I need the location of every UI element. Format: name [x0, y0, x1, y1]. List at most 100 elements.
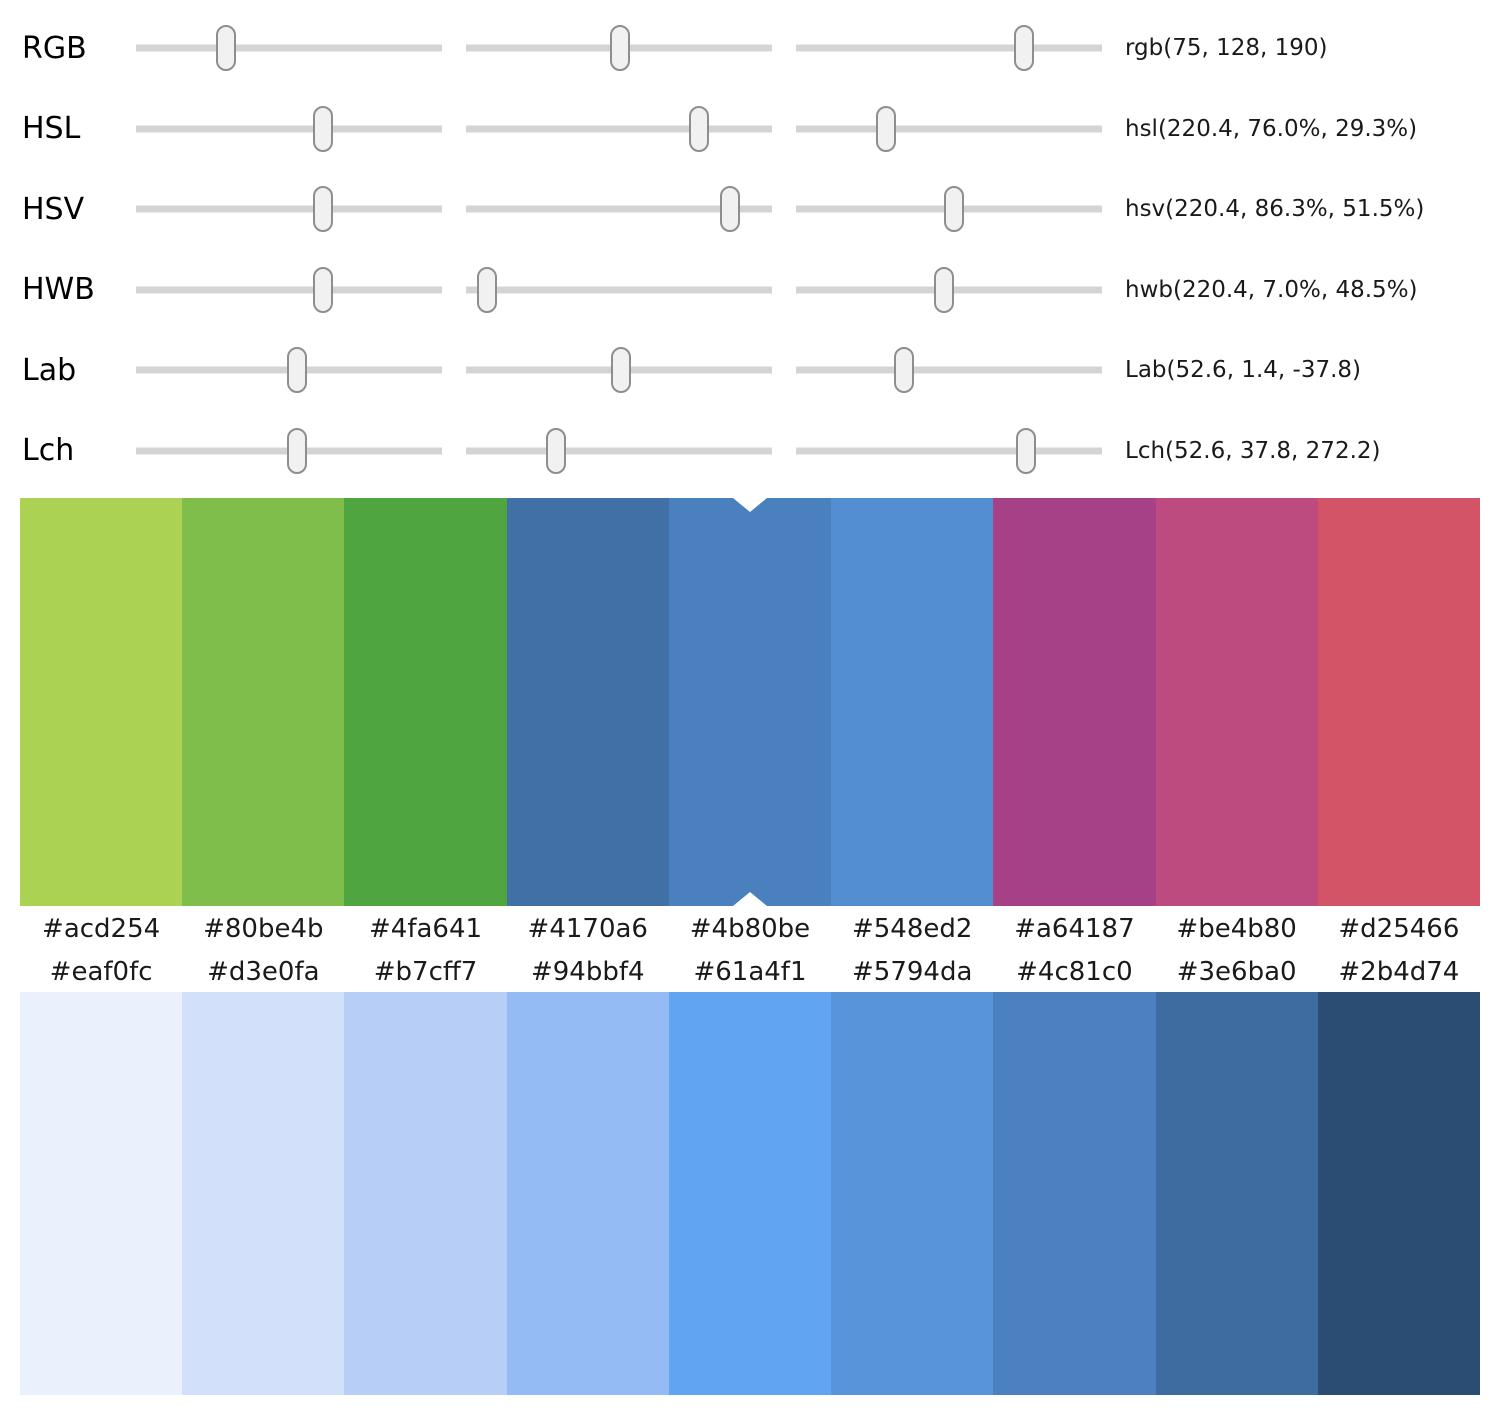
slider-thumb-hsv-2[interactable] — [720, 186, 741, 233]
hue-palette — [20, 498, 1480, 906]
slider-track-lch-2[interactable] — [466, 411, 772, 492]
colorspace-label-hwb: HWB — [22, 272, 95, 308]
slider-thumb-rgb-3[interactable] — [1013, 25, 1034, 72]
colorspace-label-rgb: RGB — [22, 30, 87, 66]
slider-track-line — [466, 205, 772, 213]
tint-shade-palette-swatch-5[interactable] — [668, 992, 832, 1395]
slider-thumb-hwb-1[interactable] — [313, 266, 334, 313]
tint-shade-hex-labels: #eaf0fc #d3e0fa #b7cff7 #94bbf4 #61a4f1 #5794… — [20, 952, 1480, 992]
slider-track-lab-1[interactable] — [136, 330, 442, 411]
slider-thumb-rgb-1[interactable] — [215, 25, 236, 72]
hue-palette-swatch-8[interactable] — [1155, 498, 1318, 906]
tint-shade-palette-hex-label-5: #61a4f1 — [693, 957, 807, 987]
slider-track-rgb-2[interactable] — [466, 8, 772, 89]
slider-track-hsl-1[interactable] — [136, 89, 442, 170]
slider-row-lab: Lab Lab(52.6, 1.4, -37.8) — [0, 330, 1501, 411]
selected-swatch-notch-bottom — [732, 892, 767, 906]
slider-thumb-hwb-2[interactable] — [477, 266, 498, 313]
slider-thumb-hsl-3[interactable] — [875, 105, 896, 152]
slider-track-line — [136, 205, 442, 213]
color-value-lab: Lab(52.6, 1.4, -37.8) — [1125, 357, 1361, 384]
slider-track-rgb-3[interactable] — [796, 8, 1102, 89]
tint-shade-palette-hex-label-4: #94bbf4 — [530, 957, 645, 987]
slider-thumb-lch-1[interactable] — [286, 427, 307, 474]
tint-shade-palette-hex-label-1: #eaf0fc — [49, 957, 153, 987]
slider-thumb-hsl-1[interactable] — [313, 105, 334, 152]
tint-shade-palette-swatch-3[interactable] — [344, 992, 507, 1395]
tint-shade-palette-swatch-9[interactable] — [1317, 992, 1480, 1395]
slider-track-line — [136, 125, 442, 133]
slider-row-hsv: HSV hsv(220.4, 86.3%, 51.5%) — [0, 169, 1501, 250]
hue-palette-hex-label-7: #a64187 — [1014, 914, 1135, 944]
slider-thumb-hsv-3[interactable] — [943, 186, 964, 233]
hue-palette-hex-label-5: #4b80be — [689, 914, 811, 944]
slider-thumb-rgb-2[interactable] — [609, 25, 630, 72]
hue-palette-swatch-9[interactable] — [1317, 498, 1480, 906]
color-value-rgb: rgb(75, 128, 190) — [1125, 35, 1328, 62]
slider-track-line — [796, 366, 1102, 374]
slider-track-lab-2[interactable] — [466, 330, 772, 411]
slider-track-hsv-2[interactable] — [466, 169, 772, 250]
slider-track-lch-1[interactable] — [136, 411, 442, 492]
slider-track-lch-3[interactable] — [796, 411, 1102, 492]
hue-palette-hex-label-8: #be4b80 — [1176, 914, 1297, 944]
color-value-lch: Lch(52.6, 37.8, 272.2) — [1125, 437, 1381, 464]
colorspace-label-hsv: HSV — [22, 191, 85, 227]
hue-palette-hex-label-1: #acd254 — [42, 914, 161, 944]
color-value-hwb: hwb(220.4, 7.0%, 48.5%) — [1125, 276, 1418, 303]
hue-palette-swatch-5[interactable] — [668, 498, 832, 906]
tint-shade-palette-swatch-4[interactable] — [506, 992, 669, 1395]
tint-shade-palette-swatch-6[interactable] — [831, 992, 994, 1395]
slider-track-lab-3[interactable] — [796, 330, 1102, 411]
tint-shade-palette-hex-label-7: #4c81c0 — [1016, 957, 1133, 987]
slider-track-line — [136, 44, 442, 52]
slider-row-hwb: HWB hwb(220.4, 7.0%, 48.5%) — [0, 250, 1501, 331]
colorspace-label-lch: Lch — [22, 433, 75, 469]
hue-palette-swatch-4[interactable] — [506, 498, 669, 906]
tint-shade-palette-swatch-2[interactable] — [182, 992, 345, 1395]
tint-shade-palette-swatch-7[interactable] — [993, 992, 1156, 1395]
slider-thumb-lch-2[interactable] — [546, 427, 567, 474]
slider-row-lch: Lch Lch(52.6, 37.8, 272.2) — [0, 411, 1501, 492]
tint-shade-palette-hex-label-8: #3e6ba0 — [1176, 957, 1297, 987]
hue-palette-swatch-1[interactable] — [20, 498, 183, 906]
hue-palette-hex-label-6: #548ed2 — [851, 914, 973, 944]
hue-palette-hex-label-2: #80be4b — [203, 914, 324, 944]
hue-palette-swatch-2[interactable] — [182, 498, 345, 906]
slider-track-hsv-1[interactable] — [136, 169, 442, 250]
slider-thumb-lab-1[interactable] — [286, 347, 307, 394]
color-value-hsv: hsv(220.4, 86.3%, 51.5%) — [1125, 196, 1425, 223]
slider-track-line — [796, 44, 1102, 52]
slider-thumb-hwb-3[interactable] — [934, 266, 955, 313]
slider-thumb-lch-3[interactable] — [1016, 427, 1037, 474]
tint-shade-palette-hex-label-3: #b7cff7 — [373, 957, 478, 987]
tint-shade-palette-hex-label-6: #5794da — [852, 957, 973, 987]
color-value-hsl: hsl(220.4, 76.0%, 29.3%) — [1125, 115, 1418, 142]
tint-shade-palette-swatch-8[interactable] — [1155, 992, 1318, 1395]
slider-track-rgb-1[interactable] — [136, 8, 442, 89]
hue-palette-hex-label-3: #4fa641 — [369, 914, 483, 944]
colorspace-label-hsl: HSL — [22, 111, 81, 147]
slider-thumb-lab-3[interactable] — [894, 347, 915, 394]
slider-track-line — [796, 125, 1102, 133]
slider-track-hsl-2[interactable] — [466, 89, 772, 170]
tint-shade-palette-hex-label-9: #2b4d74 — [1338, 957, 1460, 987]
hue-palette-hex-labels: #acd254 #80be4b #4fa641 #4170a6 #4b80be #548e… — [20, 906, 1480, 952]
slider-track-hwb-2[interactable] — [466, 250, 772, 331]
hue-palette-swatch-7[interactable] — [993, 498, 1156, 906]
hue-palette-hex-label-9: #d25466 — [1338, 914, 1460, 944]
tint-shade-palette-swatch-1[interactable] — [20, 992, 183, 1395]
slider-track-line — [796, 447, 1102, 455]
selected-swatch-notch-top — [732, 498, 767, 512]
slider-track-hwb-1[interactable] — [136, 250, 442, 331]
slider-track-hsv-3[interactable] — [796, 169, 1102, 250]
slider-track-hsl-3[interactable] — [796, 89, 1102, 170]
slider-track-hwb-3[interactable] — [796, 250, 1102, 331]
hue-palette-swatch-6[interactable] — [831, 498, 994, 906]
slider-panel: RGB rgb(75, 128, 190) HSL hsl(220.4, 76.0%,… — [0, 0, 1501, 491]
slider-thumb-hsl-2[interactable] — [688, 105, 709, 152]
hue-palette-swatch-3[interactable] — [344, 498, 507, 906]
slider-thumb-hsv-1[interactable] — [313, 186, 334, 233]
slider-thumb-lab-2[interactable] — [611, 347, 632, 394]
